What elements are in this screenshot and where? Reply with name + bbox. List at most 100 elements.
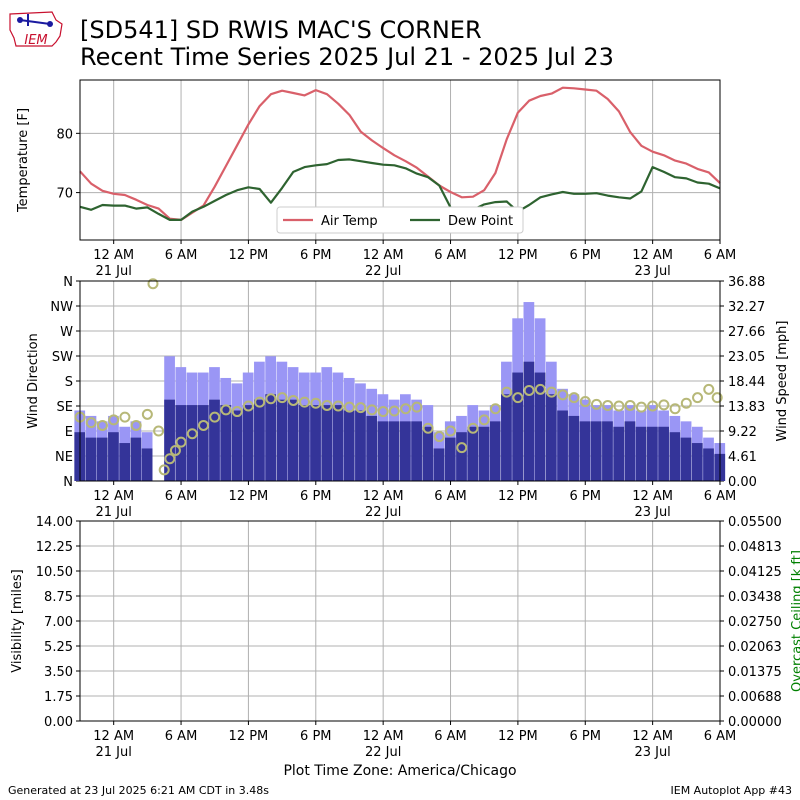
speed-bar xyxy=(590,421,602,481)
wind-direction-point xyxy=(546,386,558,398)
legend: Air Temp Dew Point xyxy=(276,206,524,234)
x-tick-label: 12 AM xyxy=(363,729,404,744)
speed-tick-label: 18.44 xyxy=(728,375,765,390)
direction-tick-label: NW xyxy=(50,300,73,315)
x-tick-label: 12 PM xyxy=(498,248,538,263)
speed-bar xyxy=(343,410,355,481)
speed-bar xyxy=(400,421,411,481)
wind-direction-point xyxy=(254,396,266,408)
speed-bar xyxy=(164,399,175,481)
speed-bar xyxy=(332,405,344,481)
speed-bar xyxy=(444,437,456,481)
speed-tick-label: 13.83 xyxy=(728,400,765,415)
x-tick-label: 6 AM xyxy=(434,248,467,263)
wind-direction-point xyxy=(231,406,243,418)
wind-direction-point xyxy=(175,436,187,448)
wind-direction-point xyxy=(478,414,490,426)
x-tick-label: 12 AM xyxy=(632,729,673,744)
direction-tick-label: N xyxy=(63,275,73,290)
legend-box xyxy=(276,206,524,234)
speed-bar xyxy=(130,437,142,481)
speed-tick-label: 0.00 xyxy=(728,475,757,490)
direction-tick-label: SW xyxy=(52,350,73,365)
wind-direction-point xyxy=(422,422,434,434)
ceiling-tick-label: 0.04813 xyxy=(728,540,782,555)
y-tick-label: 80 xyxy=(56,127,73,142)
x-tick-label: 12 PM xyxy=(229,248,269,263)
wind-direction-point xyxy=(523,384,535,396)
direction-tick-label: W xyxy=(60,325,73,340)
y-tick-label: 70 xyxy=(56,187,73,202)
wind-direction-point xyxy=(186,428,198,440)
y2-axis-label: Overcast Ceiling [k ft] xyxy=(790,550,800,692)
y2-axis-label: Wind Speed [mph] xyxy=(775,321,790,442)
wind-direction-point xyxy=(692,392,704,404)
speed-bar xyxy=(366,415,378,481)
wind-direction-point xyxy=(198,419,210,431)
speed-bar xyxy=(310,405,321,481)
ceiling-tick-label: 0.04125 xyxy=(728,565,782,580)
speed-bar xyxy=(691,443,703,481)
wind-direction-point xyxy=(624,399,636,411)
app-credit: IEM Autoplot App #43 xyxy=(670,784,793,797)
ceiling-tick-label: 0.00688 xyxy=(728,690,782,705)
wind-direction-point xyxy=(489,403,501,415)
speed-tick-label: 4.61 xyxy=(728,450,757,465)
ceiling-tick-label: 0.00000 xyxy=(728,715,782,730)
speed-tick-label: 27.66 xyxy=(728,325,765,340)
speed-bar xyxy=(545,394,557,481)
x-tick-label: 6 AM xyxy=(704,248,737,263)
speed-bar xyxy=(422,426,434,481)
y-axis-label: Visibility [miles] xyxy=(10,569,25,672)
x-tick-sublabel: 21 Jul xyxy=(96,264,132,279)
chart-title: [SD541] SD RWIS MAC'S CORNER xyxy=(80,16,482,44)
speed-bar xyxy=(557,410,568,481)
wind-direction-point xyxy=(658,399,670,411)
wind-direction-point xyxy=(445,425,457,437)
direction-tick-label: NE xyxy=(55,450,73,465)
wind-direction-point xyxy=(433,431,445,443)
x-tick-label: 12 AM xyxy=(93,489,134,504)
ceiling-tick-label: 0.02063 xyxy=(728,640,782,655)
x-tick-label: 6 PM xyxy=(300,248,331,263)
wind-direction-point xyxy=(119,411,131,423)
wind-direction-point xyxy=(400,403,412,415)
x-tick-label: 6 AM xyxy=(704,729,737,744)
wind-direction-point xyxy=(366,404,378,416)
x-tick-label: 6 AM xyxy=(165,248,198,263)
x-tick-label: 12 AM xyxy=(93,729,134,744)
wind-direction-point xyxy=(534,383,546,395)
speed-bar xyxy=(669,432,681,481)
dew-point-line xyxy=(79,158,721,221)
wind-direction-point xyxy=(265,393,277,405)
wind-direction-point xyxy=(647,400,659,412)
x-tick-label: 6 AM xyxy=(434,489,467,504)
speed-bar xyxy=(512,372,524,481)
wind-direction-point xyxy=(568,392,580,404)
wind-direction-point xyxy=(680,397,692,409)
y-axis-label: Wind Direction xyxy=(26,333,41,429)
wind-direction-point xyxy=(242,400,254,412)
legend-label-air-temp: Air Temp xyxy=(321,214,378,229)
speed-bar xyxy=(175,405,187,481)
speed-bar xyxy=(209,399,220,481)
wind-direction-point xyxy=(141,408,153,420)
x-tick-sublabel: 23 Jul xyxy=(634,505,670,520)
speed-bar xyxy=(287,399,299,481)
x-tick-label: 6 PM xyxy=(300,489,331,504)
x-tick-label: 12 PM xyxy=(229,489,269,504)
x-tick-label: 12 AM xyxy=(363,489,404,504)
speed-tick-label: 9.22 xyxy=(728,425,757,440)
x-tick-label: 6 PM xyxy=(570,729,601,744)
wind-direction-point xyxy=(169,444,181,456)
x-tick-label: 12 AM xyxy=(632,489,673,504)
speed-tick-label: 23.05 xyxy=(728,350,765,365)
speed-tick-label: 36.88 xyxy=(728,275,765,290)
speed-bar xyxy=(388,421,400,481)
wind-direction-point xyxy=(130,419,142,431)
wind-direction-point xyxy=(579,396,591,408)
wind-direction-point xyxy=(377,406,389,418)
logo-text: IEM xyxy=(24,33,47,48)
ceiling-tick-label: 0.02750 xyxy=(728,615,782,630)
x-tick-label: 12 AM xyxy=(93,248,134,263)
